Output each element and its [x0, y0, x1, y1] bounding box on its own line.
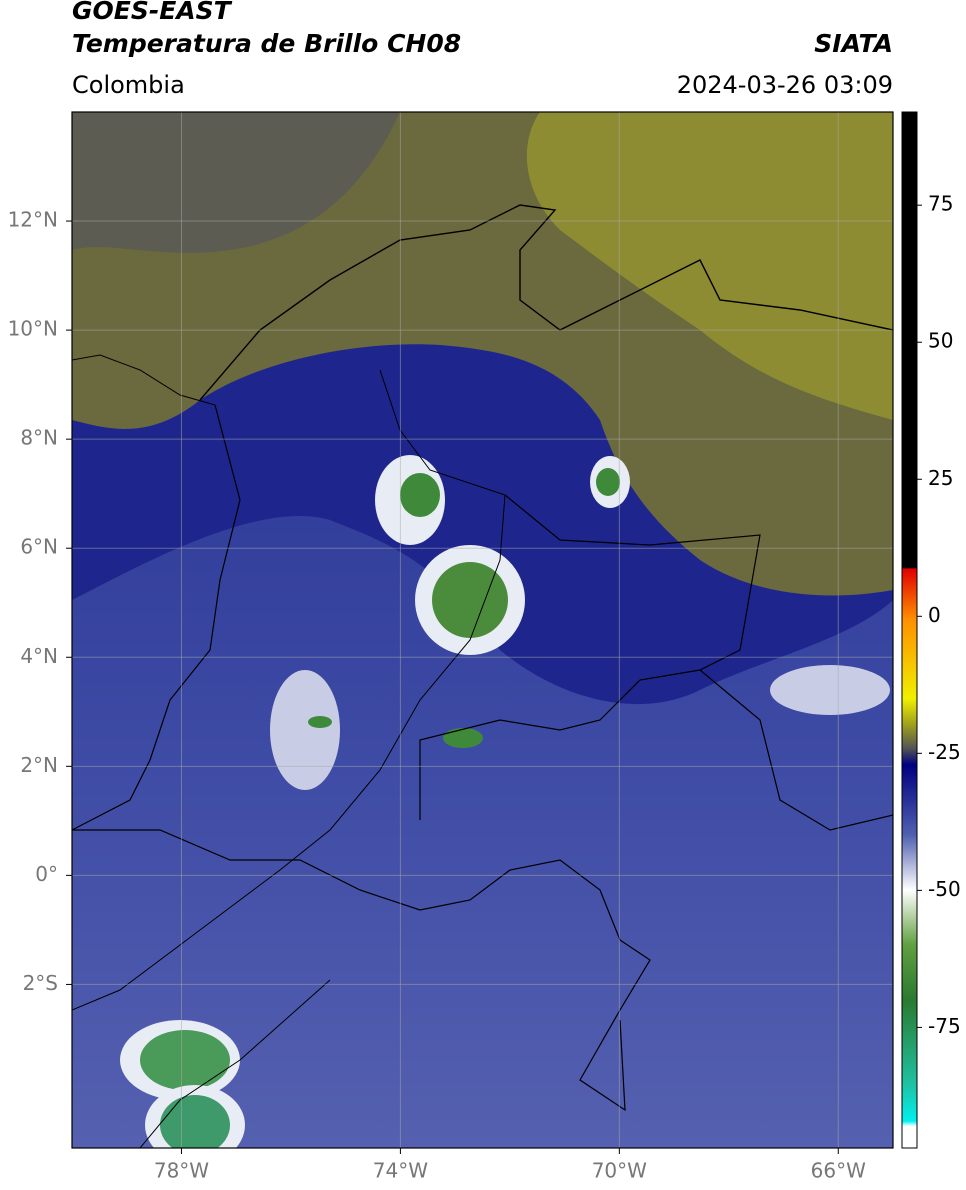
x-tick-label: 78°W	[154, 1159, 209, 1183]
x-tick-label: 66°W	[811, 1159, 866, 1183]
subtitle: Temperatura de Brillo CH08	[72, 29, 461, 58]
y-tick-label: 2°N	[20, 753, 58, 777]
graticule	[72, 112, 893, 1148]
x-tick-label: 74°W	[373, 1159, 428, 1183]
y-tick-label: 2°S	[23, 971, 58, 995]
map-frame	[71, 111, 894, 1149]
datetime: 2024-03-26 03:09	[677, 71, 893, 99]
y-tick-label: 12°N	[8, 208, 58, 232]
colorbar	[901, 111, 918, 1149]
y-tick-label: 6°N	[20, 535, 58, 559]
y-tick-label: 0°	[35, 862, 58, 886]
x-tick-label: 70°W	[592, 1159, 647, 1183]
colorbar-tick-label: -50	[928, 877, 961, 901]
colorbar-tick-label: 0	[928, 603, 941, 627]
y-tick-label: 10°N	[8, 317, 58, 341]
title: GOES-EAST	[72, 0, 233, 25]
colorbar-tick-label: -75	[928, 1014, 961, 1038]
colorbar-tick-label: 50	[928, 329, 953, 353]
region: Colombia	[72, 71, 185, 99]
y-tick-label: 4°N	[20, 644, 58, 668]
colorbar-tick-label: -25	[928, 740, 961, 764]
colorbar-tick-label: 75	[928, 192, 953, 216]
satellite-image	[72, 112, 893, 1148]
colorbar-tick-label: 25	[928, 466, 953, 490]
y-tick-label: 8°N	[20, 426, 58, 450]
source: SIATA	[814, 29, 893, 58]
